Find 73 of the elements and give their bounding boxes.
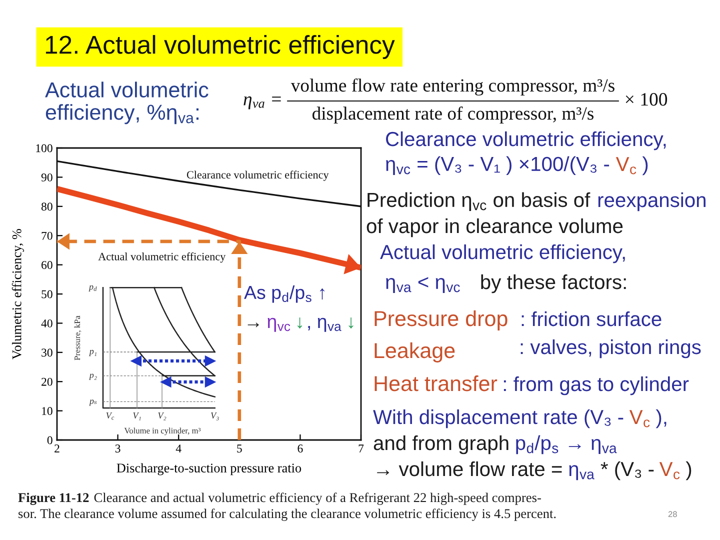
x-tick-label: 2 [54,444,60,452]
y-tick-label: 60 [42,261,52,270]
y-tick-label: 90 [41,173,52,182]
text: η$_{va}$ [569,465,594,480]
x-tick-label: 7 [358,444,364,452]
y-tick-label: 50 [42,290,52,298]
y-tick-label: 70 [42,232,52,240]
annotation: ↓ [348,317,354,329]
y-axis-title: Volumetric efficiency, % [12,228,24,360]
y-tick-label: 10 [42,407,52,416]
caption: Figure 11-12 [18,492,89,505]
text: reexpansion [598,192,706,212]
annotation: → [248,322,259,328]
text: by these factors: [481,274,626,294]
annotation: V$_{c}$ [106,412,114,420]
y-tick-label: 40 [41,319,52,328]
text: → volume flow rate = [377,461,562,476]
annotation: As p$_{d}$/p$_{s}$ ↑ [244,285,324,303]
text: displacement rate of compressor, m³/s [312,106,594,124]
text: With displacement rate (V₃ - [373,409,624,428]
text: p$_{d}$/p$_{s}$ → η$_{va}$ [516,435,617,454]
text: V$_{c}$ [659,462,680,480]
chart-subtitle: Actual volumetric efficiency, %η$_{va}$: [45,82,208,124]
text: ) [686,461,692,480]
y-tick-label: 0 [47,436,52,444]
text: Actual volumetric efficiency, [380,244,625,264]
annotation: V₂ [158,412,166,420]
chart-title: 12. Actual volumetric efficiency [46,35,395,59]
text: ), [656,409,666,428]
annotation: pₛ [88,400,97,406]
text: : from gas to cylinder [504,376,689,396]
y-tick-label: 30 [42,348,52,357]
text: ) [642,156,648,176]
annotation: p$_{d}$ [88,285,97,292]
x-tick-label: 3 [115,444,120,452]
series-label: Clearance volumetric efficiency [186,170,329,181]
x-axis-title: Discharge-to-suction pressure ratio [116,463,302,476]
text: 28 [668,511,677,518]
annotation: η$_{vc}$ [268,318,290,332]
text: : friction surface [522,311,662,326]
annotation: , η$_{va}$ [308,318,342,332]
text: η$_{vc}$ = (V₃ - V₁ ) ×100/(V₃ - [386,156,610,176]
annotation: ↓ [298,317,302,329]
annotation: V₃ [211,412,219,420]
annotation: p₁ [88,350,96,356]
annotation: p₂ [88,374,97,380]
y-tick-label: 100 [36,144,52,152]
text: sor. The clearance volume assumed for calculating the clearance volumetric efficiency is 4.5 percent. [18,508,556,521]
annotation: Volume in cylinder, m³ [124,428,201,436]
y-tick-label: 20 [42,378,52,386]
text: Pressure drop [374,310,508,330]
annotation: Pressure, kPa [74,316,82,360]
text: Clearance volumetric efficiency, [386,131,666,150]
text: volume flow rate entering compressor, m³/s [290,78,614,96]
x-tick-label: 6 [298,444,303,452]
text: V$_{c}$ [629,410,650,428]
y-tick-label: 80 [41,202,52,211]
annotation: V₁ [133,412,141,420]
text: and from graph [374,435,508,454]
text: V$_{c}$ [616,157,636,174]
text: : valves, piston rings [520,339,701,358]
text: Clearance and actual volumetric efficiency of a Refrigerant 22 high-speed compres- [94,492,541,505]
x-tick-label: 4 [176,444,182,452]
text: η$_{va}$ = [244,96,281,110]
text: Leakage [374,342,455,362]
text: × 100 [626,93,668,106]
text: of vapor in clearance volume [366,218,623,238]
text: Prediction η$_{vc}$ on basis of [368,192,590,212]
text: * (V₃ - [600,461,654,480]
x-tick-label: 5 [237,444,242,452]
text: η$_{va}$ < η$_{vc}$ [386,277,460,294]
text: Heat transfer [374,375,498,392]
series-label: Actual volumetric efficiency [98,252,226,263]
